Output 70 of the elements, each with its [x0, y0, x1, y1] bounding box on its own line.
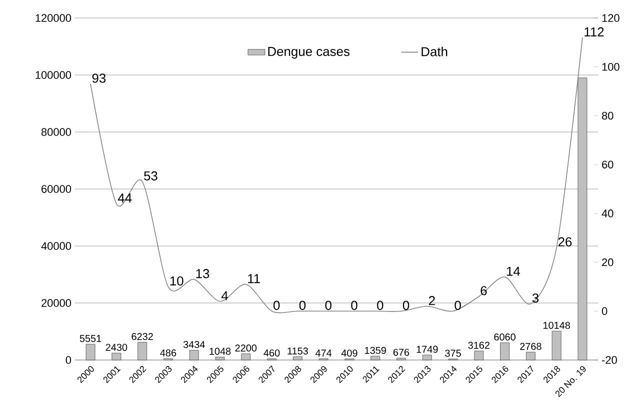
y2-tick-label: -20 [602, 356, 617, 364]
data-label: 1749 [416, 346, 438, 353]
y-tick-label: 40000 [41, 242, 72, 250]
y2-tick-label: 80 [602, 112, 614, 120]
data-label: 10 [170, 276, 184, 286]
bar [474, 350, 484, 360]
y-tick-label: 80000 [41, 128, 72, 136]
data-label: 6060 [494, 333, 516, 341]
y2-tick-label: 0 [602, 307, 608, 316]
bar [552, 330, 562, 360]
data-label: 2 [428, 296, 435, 306]
data-label: 10148 [543, 322, 570, 329]
data-label: 6 [480, 286, 487, 296]
y-tick-label: 120000 [36, 14, 72, 22]
data-label: 1048 [210, 348, 231, 355]
data-label: 5551 [80, 335, 102, 342]
bar [215, 356, 225, 360]
bar [138, 342, 148, 360]
y2-tick-label: 100 [602, 62, 620, 71]
data-label: 3162 [468, 342, 490, 349]
data-label: 2768 [520, 342, 542, 350]
y2-tick-label: 60 [602, 160, 614, 168]
data-label: 2200 [235, 344, 257, 352]
data-label: 93 [92, 74, 106, 83]
y-tick-label: 0 [66, 356, 72, 364]
y2-tick-label: 20 [602, 258, 614, 266]
data-label: 112 [584, 27, 604, 36]
data-label: 44 [118, 194, 132, 202]
data-label: 26 [558, 237, 572, 246]
data-label: 3434 [183, 340, 205, 348]
data-label: 409 [341, 350, 358, 357]
y2-tick-label: 120 [602, 14, 620, 22]
data-label: 460 [264, 349, 280, 356]
data-label: 486 [160, 349, 176, 356]
bar [86, 344, 96, 360]
data-label: 6232 [132, 333, 153, 340]
data-label: 53 [144, 171, 158, 180]
y-tick-label: 20000 [42, 299, 72, 307]
data-label: 474 [315, 350, 332, 356]
data-label: 0 [377, 300, 384, 310]
bar [292, 356, 302, 360]
data-label: 375 [445, 350, 461, 357]
legend-label: Dath [422, 46, 448, 56]
bar [241, 354, 251, 360]
data-label: 0 [402, 300, 410, 310]
data-label: 676 [393, 348, 410, 356]
data-label: 0 [325, 300, 332, 310]
data-label: 11 [248, 274, 260, 284]
bar [422, 354, 432, 360]
bar [189, 350, 199, 360]
data-label: 1153 [288, 347, 308, 355]
data-label: 2430 [106, 344, 128, 351]
bar [500, 342, 510, 360]
data-label: 0 [299, 300, 306, 310]
data-label: 0 [273, 300, 280, 310]
legend-label: Dengue cases [268, 47, 350, 59]
y2-tick-label: 40 [602, 210, 614, 218]
bar [526, 352, 536, 360]
data-label: 0 [454, 300, 461, 310]
bar [370, 356, 380, 360]
data-label: 14 [506, 266, 520, 276]
data-label: 1359 [365, 346, 386, 354]
data-label: 3 [532, 293, 539, 303]
data-label: 4 [221, 291, 228, 300]
y-tick-label: 60000 [42, 185, 72, 193]
y-tick-label: 100000 [36, 71, 72, 79]
data-label: 13 [196, 269, 210, 278]
data-label: 0 [351, 300, 358, 310]
bar [112, 352, 122, 360]
bar [578, 78, 588, 360]
